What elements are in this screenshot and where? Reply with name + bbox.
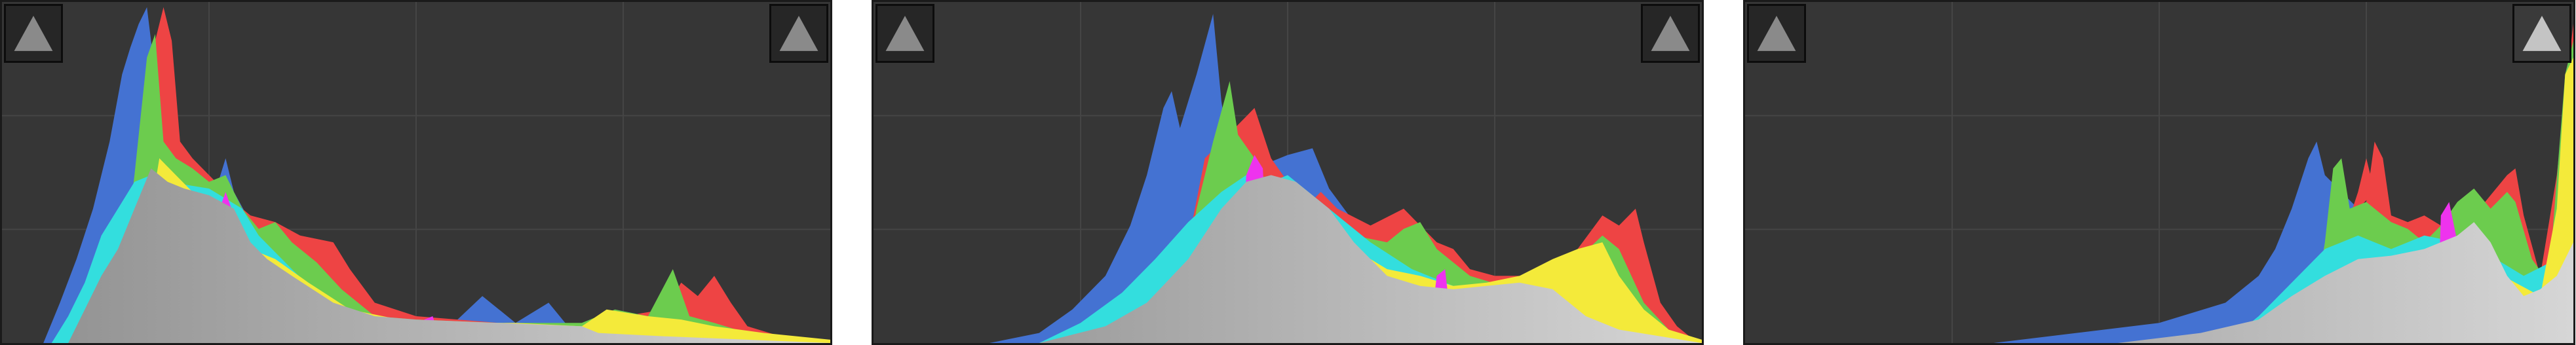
triangle-up-icon	[885, 16, 925, 51]
shadow-clipping-toggle-1[interactable]	[4, 4, 63, 63]
histogram-graph-2	[874, 2, 1702, 343]
triangle-up-icon	[1651, 16, 1690, 51]
highlight-clipping-toggle-2[interactable]	[1641, 4, 1700, 63]
shadow-clipping-toggle-3[interactable]	[1747, 4, 1806, 63]
triangle-up-icon	[1757, 16, 1796, 51]
histogram-gray-channel	[874, 175, 1702, 343]
histogram-graph-3	[1745, 2, 2573, 343]
triangle-up-icon	[2522, 16, 2562, 51]
histogram-gray-channel	[2, 168, 830, 343]
histogram-panel-3	[1743, 0, 2575, 345]
highlight-clipping-toggle-1[interactable]	[769, 4, 828, 63]
histogram-graph-1	[2, 2, 830, 343]
triangle-up-icon	[14, 16, 53, 51]
histogram-panel-1	[0, 0, 832, 345]
histogram-gray-channel	[1745, 222, 2573, 343]
histogram-panel-2	[872, 0, 1704, 345]
highlight-clipping-toggle-3[interactable]	[2512, 4, 2571, 63]
triangle-up-icon	[779, 16, 818, 51]
shadow-clipping-toggle-2[interactable]	[875, 4, 934, 63]
